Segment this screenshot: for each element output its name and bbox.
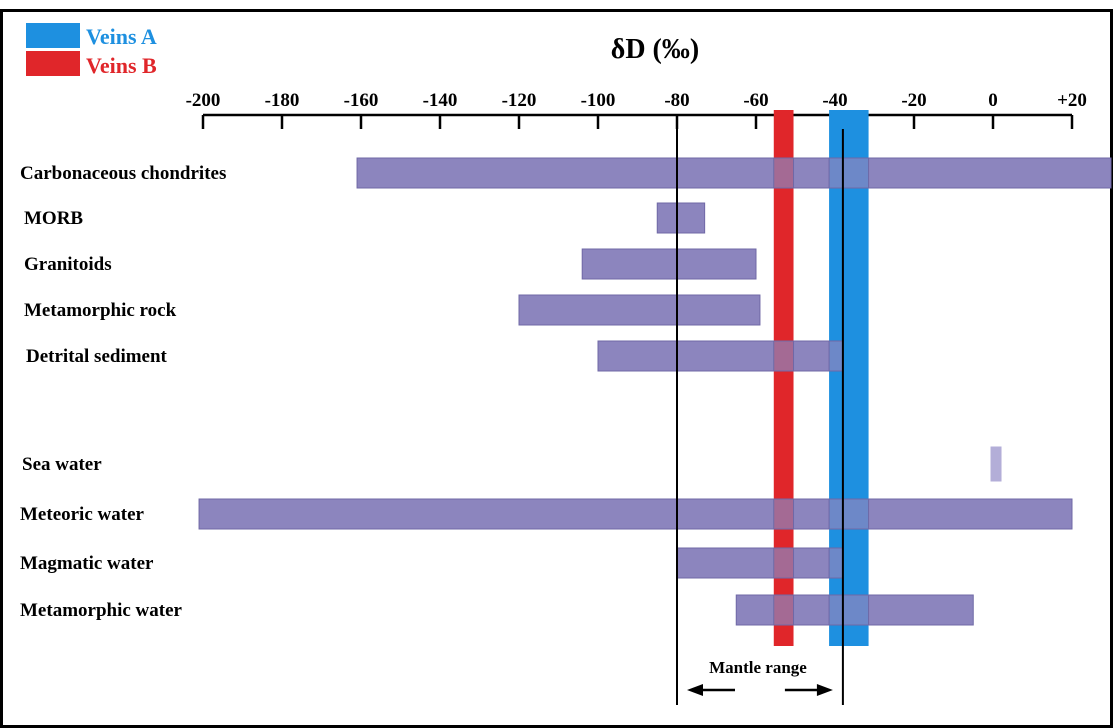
range-bar-detrital-sediment [597,340,844,372]
category-label-metamorphic-rock: Metamorphic rock [24,300,177,321]
x-tick-label: -100 [581,90,616,111]
x-tick-label: -200 [186,90,221,111]
category-label-magmatic-water: Magmatic water [20,553,154,574]
category-labels: Carbonaceous chondrites MORB Granitoids Met… [20,163,226,621]
range-bar-metamorphic-rock [518,294,761,326]
mantle-arrow-left-head [687,684,703,696]
x-tick-label: -80 [664,90,689,111]
category-label-meteoric-water: Meteoric water [20,504,145,525]
category-label-metamorphic-water: Metamorphic water [20,600,183,621]
overlap-magmatic-water-veins-b [773,547,795,579]
range-bar-meteoric-water [198,498,1073,530]
overlap-carbonaceous-chondrites-veins-b [773,157,795,189]
x-tick-label: 0 [988,90,998,111]
overlap-meteoric-water-veins-a [828,498,870,530]
overlap-magmatic-water-veins-a [828,547,844,579]
reference-lines [676,129,844,705]
overlap-metamorphic-water-veins-b [773,594,795,626]
range-bar-magmatic-water [676,547,844,579]
x-tick-label: -160 [344,90,379,111]
category-label-detrital-sediment: Detrital sediment [26,346,168,367]
category-label-sea-water: Sea water [22,454,102,475]
mantle-arrow-right-head [816,684,833,696]
overlap-metamorphic-water-veins-a [828,594,870,626]
legend-swatch-veins-b [26,51,80,76]
range-bars [198,157,1112,626]
category-label-morb: MORB [24,208,83,229]
band-overlap-marks [773,157,870,626]
x-tick-label: -20 [901,90,926,111]
legend-swatch-veins-a [26,23,80,48]
legend-label-veins-b: Veins B [86,53,157,78]
overlap-meteoric-water-veins-b [773,498,795,530]
legend: Veins A Veins B [26,23,157,78]
legend-label-veins-a: Veins A [86,24,157,49]
overlap-detrital-sediment-veins-b [773,340,795,372]
x-tick-label: +20 [1057,90,1087,111]
overlap-carbonaceous-chondrites-veins-a [828,157,870,189]
range-bar-sea-water [990,446,1002,482]
category-label-carbonaceous-chondrites: Carbonaceous chondrites [20,163,226,184]
x-axis: -200 -180 -160 -140 -120 -100 -80 -60 -40 -20 0 +20 [186,90,1087,129]
range-bar-granitoids [581,248,757,280]
x-tick-label: -60 [743,90,768,111]
x-tick-label: -180 [265,90,300,111]
x-tick-label: -40 [822,90,847,111]
x-tick-label: -140 [423,90,458,111]
x-tick-label: -120 [502,90,537,111]
overlap-detrital-sediment-veins-a [828,340,844,372]
mantle-range-label: Mantle range [709,658,807,677]
category-label-granitoids: Granitoids [24,254,112,275]
axis-title: δD (‰) [611,34,699,65]
mantle-range-annotation: Mantle range [687,658,833,696]
range-bar-carbonaceous-chondrites [356,157,1112,189]
range-bar-morb [656,202,706,234]
